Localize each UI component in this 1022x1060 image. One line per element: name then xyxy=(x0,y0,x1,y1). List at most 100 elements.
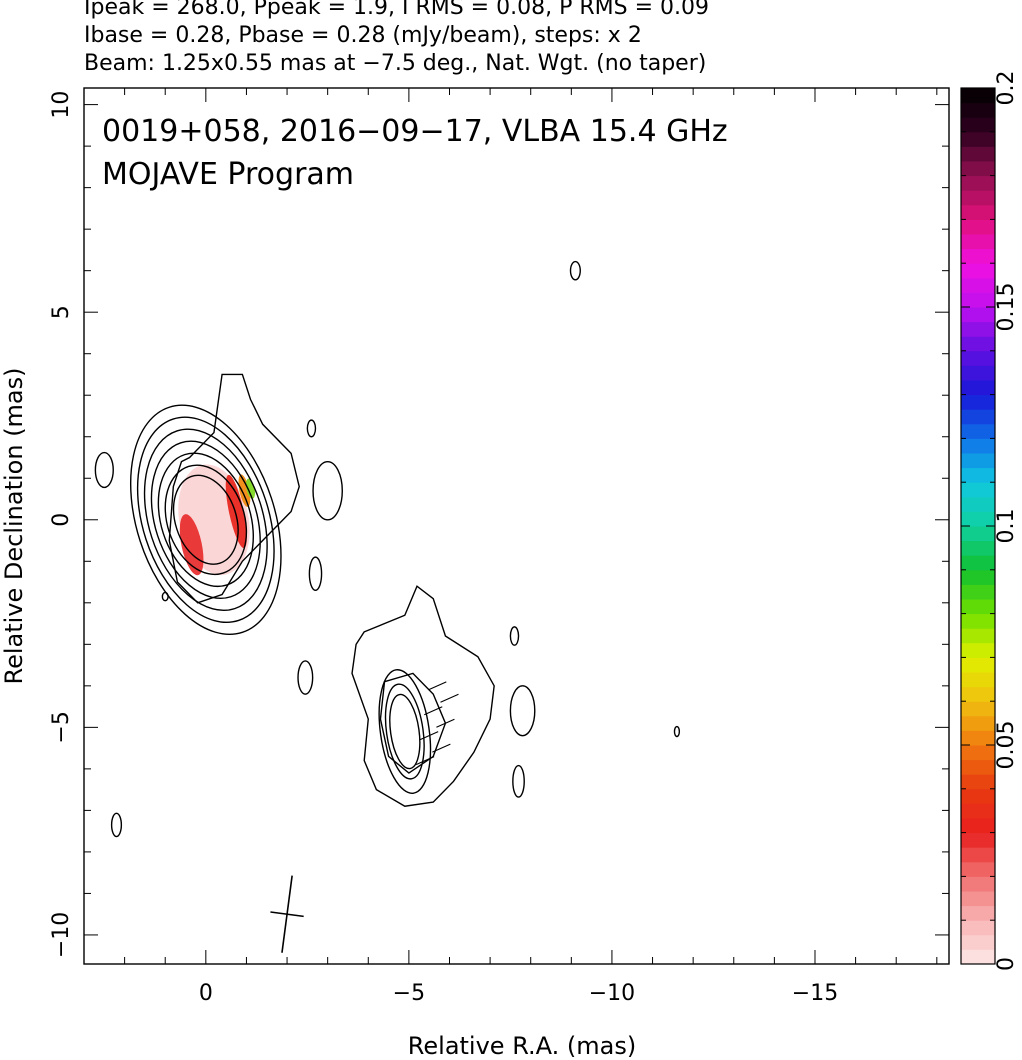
colorbar-band xyxy=(961,584,995,600)
y-axis-title: Relative Declination (mas) xyxy=(0,367,28,684)
colorbar-band xyxy=(961,774,995,790)
core-contour-2 xyxy=(157,452,254,588)
colorbar-band xyxy=(961,511,995,527)
pol-vector-4 xyxy=(419,731,439,741)
colorbar: 0 0.05 0.1 0.15 0.2 xyxy=(960,71,1019,971)
colorbar-band xyxy=(961,861,995,877)
colorbar-band xyxy=(961,715,995,731)
colorbar-band xyxy=(961,453,995,469)
colorbar-band xyxy=(961,934,995,950)
colorbar-band xyxy=(961,672,995,688)
colorbar-band xyxy=(961,146,995,162)
knot-contour-1 xyxy=(384,683,425,780)
colorbar-band xyxy=(961,891,995,907)
island-contour-7 xyxy=(509,685,536,737)
colorbar-band xyxy=(961,482,995,498)
polarization-patch-3 xyxy=(238,474,251,507)
colorbar-band xyxy=(961,569,995,585)
colorbar-band xyxy=(961,905,995,921)
colorbar-band xyxy=(961,920,995,936)
core-contour-5 xyxy=(136,416,275,624)
island-contour-12 xyxy=(49,693,54,703)
core-contour-0 xyxy=(172,474,239,565)
colorbar-band xyxy=(961,350,995,366)
axis-tick-labels: 0 −5 −10 −15 10 5 0 −5 −10 xyxy=(49,91,838,1006)
colorbar-band xyxy=(961,204,995,220)
colorbar-band xyxy=(961,818,995,834)
colorbar-band xyxy=(961,102,995,118)
colorbar-band xyxy=(961,175,995,191)
island-contour-10 xyxy=(673,725,681,738)
pol-vector-2 xyxy=(424,706,443,716)
knot-contour-2 xyxy=(378,669,432,794)
island-contour-11 xyxy=(161,591,169,602)
colorbar-band xyxy=(961,292,995,308)
colorbar-tick-label: 0 xyxy=(994,957,1019,971)
island-contour-8 xyxy=(512,764,525,798)
colorbar-band xyxy=(961,701,995,717)
colorbar-band xyxy=(961,832,995,848)
colorbar-band xyxy=(961,365,995,381)
island-contour-2 xyxy=(312,460,343,521)
colorbar-band xyxy=(961,88,995,104)
island-contour-1 xyxy=(306,419,317,438)
island-contour-6 xyxy=(509,626,520,646)
colorbar-tick-label: 0.1 xyxy=(994,509,1019,544)
y-tick-label: 5 xyxy=(49,305,74,319)
beam-minor-axis xyxy=(270,911,304,918)
colorbar-band xyxy=(961,438,995,454)
colorbar-band xyxy=(961,161,995,177)
colorbar-band xyxy=(961,803,995,819)
colorbar-band xyxy=(961,876,995,892)
x-tick-label: −10 xyxy=(589,981,635,1006)
colorbar-band xyxy=(961,949,995,965)
colorbar-band xyxy=(961,788,995,804)
contour-layer xyxy=(49,260,681,953)
plot-frame xyxy=(83,87,950,965)
core-contour-4 xyxy=(143,428,268,612)
colorbar-tick-label: 0.05 xyxy=(994,721,1019,770)
pol-vector-1 xyxy=(440,693,459,703)
y-tick-label: 10 xyxy=(49,91,74,119)
core-contour-3 xyxy=(150,440,261,600)
island-contour-5 xyxy=(569,260,581,281)
knot-outer-contour xyxy=(351,585,495,807)
colorbar-band xyxy=(961,526,995,542)
colorbar-band xyxy=(961,642,995,658)
colorbar-band xyxy=(961,307,995,323)
island-contour-4 xyxy=(297,660,314,695)
polarization-patch-2 xyxy=(225,474,247,549)
header-line-1: Ipeak = 268.0, Ppeak = 1.9, I RMS = 0.08… xyxy=(84,0,709,20)
colorbar-band xyxy=(961,599,995,615)
y-tick-label: −10 xyxy=(49,912,74,958)
colorbar-band xyxy=(961,219,995,235)
colorbar-band xyxy=(961,336,995,352)
program-label: MOJAVE Program xyxy=(102,157,354,192)
core-outer-contour xyxy=(168,373,300,604)
colorbar-band xyxy=(961,555,995,571)
colorbar-tick-label: 0.15 xyxy=(994,283,1019,332)
colorbar-band xyxy=(961,131,995,147)
pol-vector-3 xyxy=(436,718,455,728)
colorbar-band xyxy=(961,190,995,206)
colorbar-band xyxy=(961,628,995,644)
x-tick-label: 0 xyxy=(199,981,213,1006)
pol-vector-6 xyxy=(415,756,435,766)
header-line-3: Beam: 1.25x0.55 mas at −7.5 deg., Nat. W… xyxy=(84,51,707,76)
tick-layer xyxy=(84,88,949,964)
header-line-2: Ibase = 0.28, Pbase = 0.28 (mJy/beam), s… xyxy=(84,23,642,48)
colorbar-band xyxy=(961,263,995,279)
x-axis-title: Relative R.A. (mas) xyxy=(408,1032,636,1060)
island-contour-9 xyxy=(110,812,123,838)
colorbar-band xyxy=(961,380,995,396)
x-tick-label: −15 xyxy=(792,981,838,1006)
colorbar-band xyxy=(961,613,995,629)
colorbar-band xyxy=(961,467,995,483)
colorbar-tick-label: 0.2 xyxy=(994,71,1019,106)
colorbar-band xyxy=(961,540,995,556)
colorbar-band xyxy=(961,730,995,746)
colorbar-band xyxy=(961,759,995,775)
colorbar-band xyxy=(961,847,995,863)
source-title: 0019+058, 2016−09−17, VLBA 15.4 GHz xyxy=(102,114,728,149)
